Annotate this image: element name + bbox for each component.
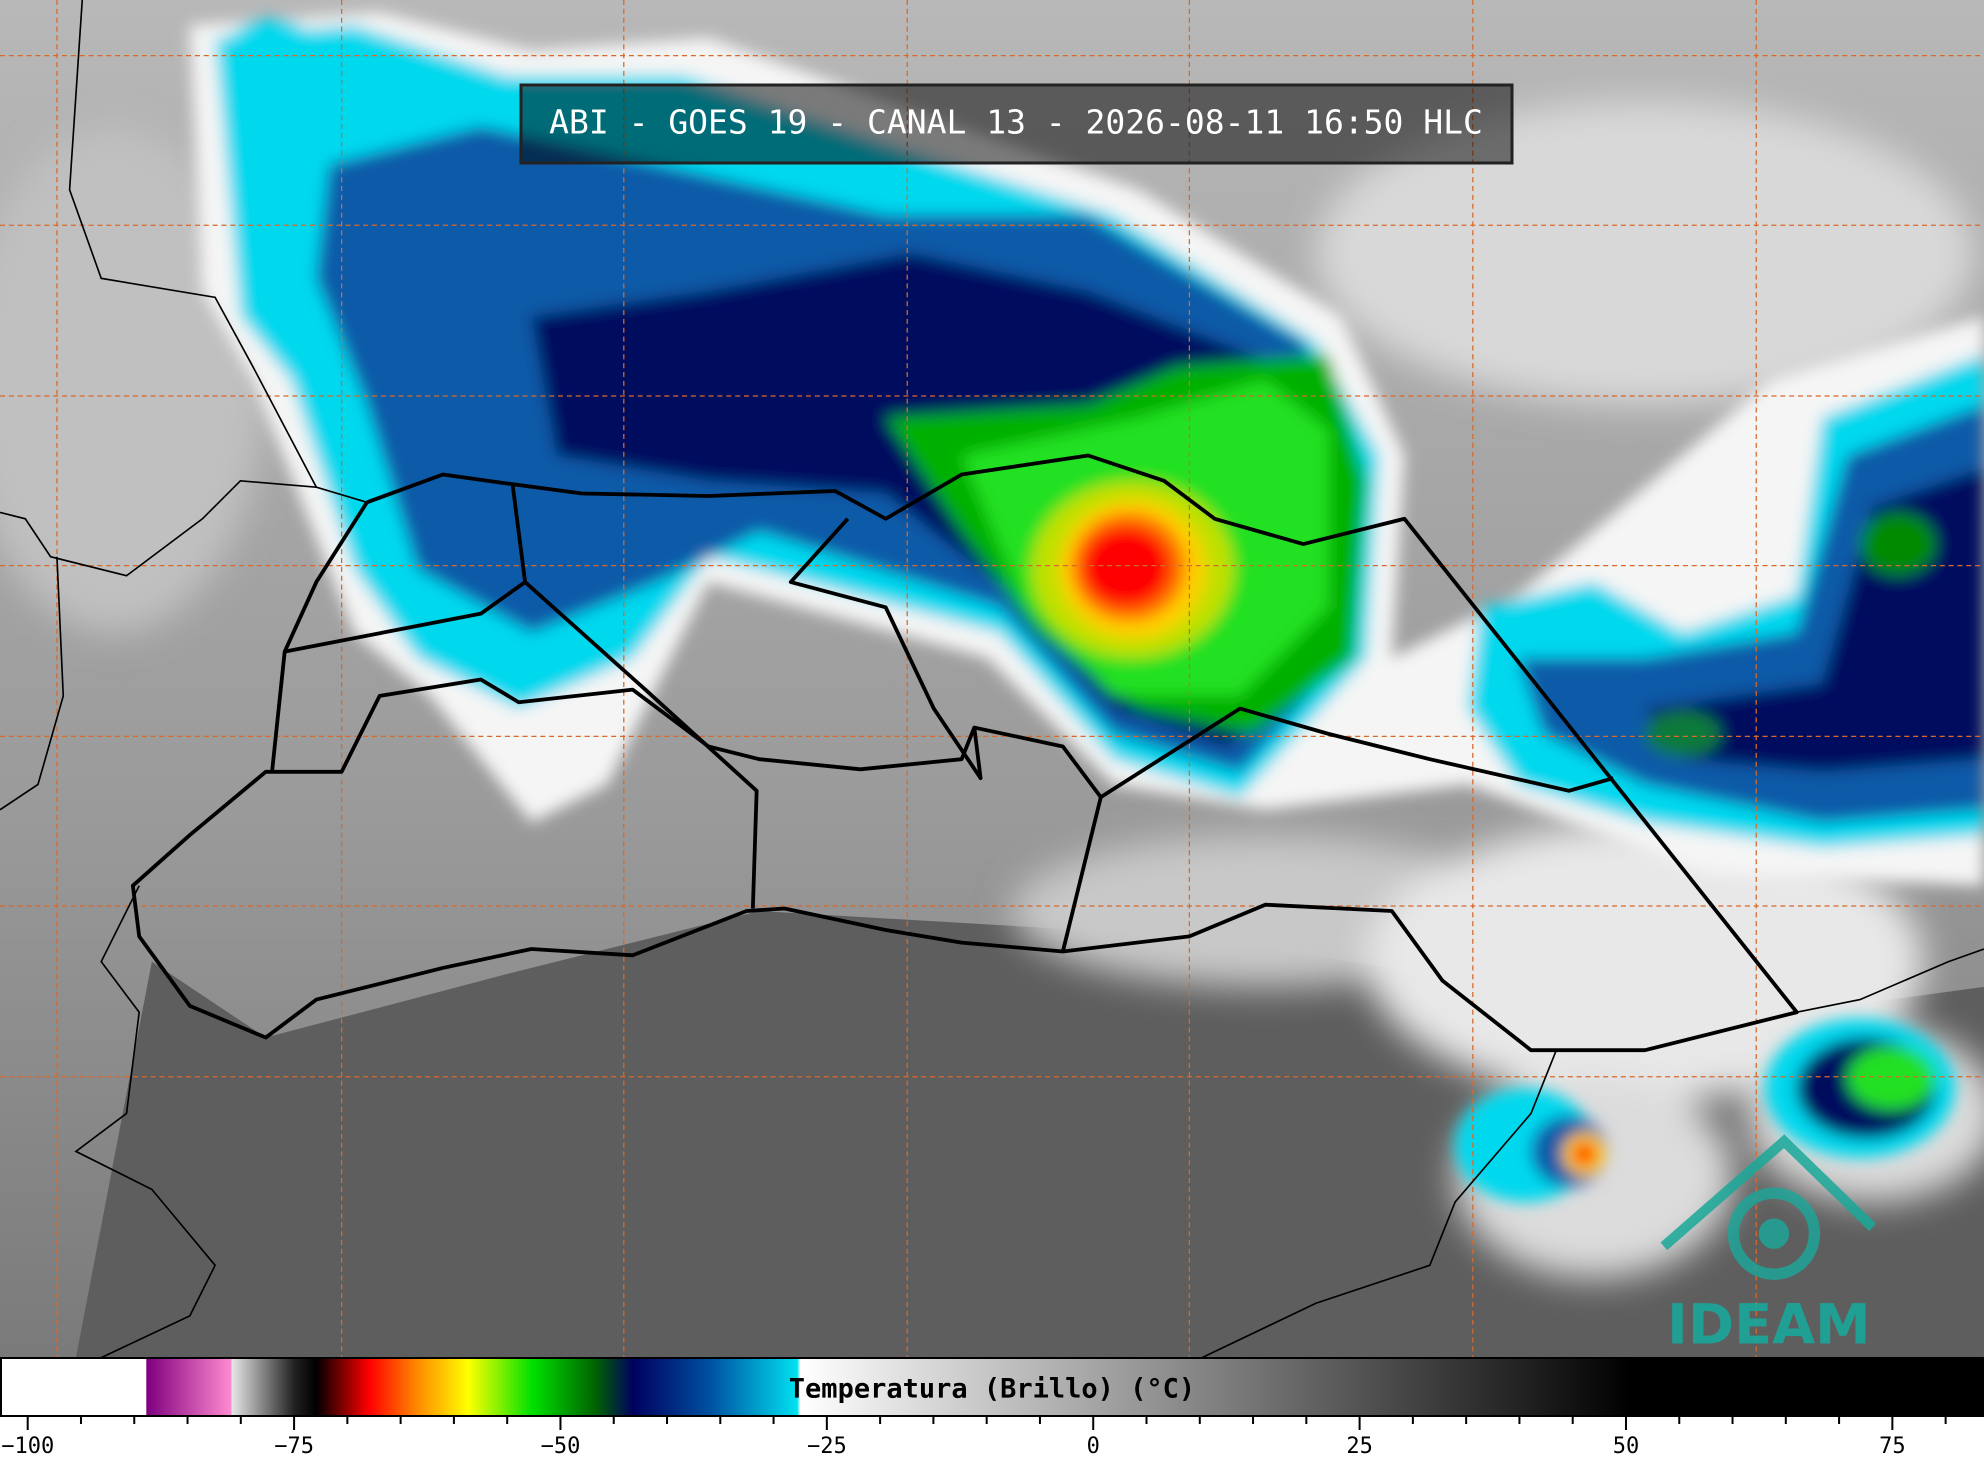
title: ABI - GOES 19 - CANAL 13 - 2026-08-11 16… xyxy=(549,103,1483,142)
graticule xyxy=(0,0,1984,1358)
tick-label: 75 xyxy=(1879,1434,1906,1459)
tick-label: −75 xyxy=(274,1434,314,1459)
title-box xyxy=(519,83,1514,165)
tick-label: 50 xyxy=(1613,1434,1640,1459)
tick-label: −25 xyxy=(807,1434,847,1459)
tick-label: −100 xyxy=(1,1434,54,1459)
tick-label: 25 xyxy=(1346,1434,1373,1459)
tick-label: −50 xyxy=(541,1434,581,1459)
ideam-logo: IDEAM xyxy=(1660,1134,1877,1358)
boundaries xyxy=(130,453,1799,1053)
colorbar xyxy=(0,1357,1984,1417)
country-borders xyxy=(0,0,1984,1359)
map: IDEAM xyxy=(0,0,1984,1359)
colorbar-label: Temperatura (Brillo) (°C) xyxy=(789,1374,1195,1405)
convective-clouds xyxy=(189,12,1984,1203)
tick-label: 0 xyxy=(1087,1434,1100,1459)
logo-text: IDEAM xyxy=(1667,1293,1870,1358)
